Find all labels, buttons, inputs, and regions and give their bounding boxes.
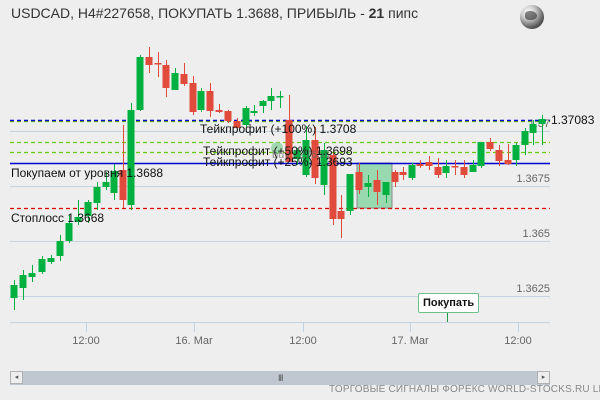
x-tick-label: 12:00: [72, 335, 100, 347]
x-tick-label: 17. Mar: [391, 335, 429, 347]
candle: [38, 256, 46, 274]
y-tick-label: 1.3675: [516, 173, 550, 185]
x-tick-label: 12:00: [289, 335, 317, 347]
candle: [93, 182, 101, 210]
candle: [189, 76, 197, 115]
candle: [206, 83, 214, 117]
stoploss-label: Стоплосс 1.3668: [11, 211, 104, 225]
candle: [224, 110, 232, 123]
candle: [276, 91, 284, 108]
candle: [416, 160, 424, 168]
candle: [460, 160, 468, 178]
candle: [154, 52, 162, 77]
scroll-left-button[interactable]: ◂: [10, 371, 23, 384]
watermark-dot: [271, 142, 283, 154]
globe-icon[interactable]: [520, 5, 544, 29]
candle: [242, 106, 250, 128]
candle: [10, 280, 18, 310]
candle: [28, 265, 36, 282]
candle: [346, 174, 354, 215]
candle: [171, 68, 179, 90]
candle: [355, 163, 363, 194]
y-tick-label: 1.365: [522, 228, 550, 240]
chart-title: USDCAD, H4#227658, ПОКУПАТЬ 1.3688, ПРИБ…: [11, 5, 418, 21]
candle: [19, 270, 27, 300]
candle: [233, 118, 241, 128]
candle: [127, 103, 135, 210]
horizontal-scrollbar[interactable]: ◂ III ▸: [10, 371, 550, 385]
candle: [320, 143, 328, 195]
scroll-right-button[interactable]: ▸: [537, 371, 550, 384]
takeprofit-25-label: Тейкпрофит (+25%) 1.3693: [203, 155, 353, 169]
candle: [65, 215, 73, 243]
candle: [538, 115, 546, 145]
candle: [56, 235, 64, 261]
candle: [382, 182, 390, 203]
candle: [477, 142, 485, 168]
entry-label: Покупаем от уровня 1.3688: [11, 166, 163, 180]
candle: [512, 143, 520, 166]
candle: [259, 100, 267, 113]
candle: [337, 195, 345, 238]
current-price-label: 1.37083: [551, 113, 595, 127]
candle: [293, 148, 301, 165]
candle: [215, 104, 223, 113]
buy-signal-flag: Покупать: [418, 293, 480, 313]
candle: [391, 170, 399, 187]
candle: [267, 88, 275, 110]
candle: [180, 63, 188, 86]
candle: [311, 127, 319, 184]
x-tick-label: 16. Mar: [175, 335, 213, 347]
scroll-grip-icon[interactable]: III: [278, 373, 283, 383]
y-tick-label: 1.3625: [516, 283, 550, 295]
takeprofit-50-label: Тейкпрофит (+50%) 1.3698: [203, 144, 353, 158]
candle: [329, 153, 337, 225]
candle: [434, 158, 442, 178]
footer-credit: ТОРГОВЫЕ СИГНАЛЫ ФОРЕКС WORLD-STOCKS.RU …: [329, 384, 600, 395]
candle: [364, 175, 372, 197]
candle: [285, 95, 293, 162]
candle: [110, 164, 118, 200]
candle: [102, 172, 110, 190]
candle: [495, 145, 503, 166]
candle: [373, 170, 381, 205]
candle: [469, 160, 477, 172]
takeprofit-100-label: Тейкпрофит (+100%) 1.3708: [200, 122, 357, 136]
candle: [521, 128, 529, 155]
candle: [451, 160, 459, 175]
candle: [74, 200, 82, 225]
candle: [47, 255, 55, 264]
candle: [486, 138, 494, 151]
candle: [302, 126, 310, 177]
candle: [197, 88, 205, 112]
candle: [399, 167, 407, 180]
watermark-text: buy 227658: [272, 149, 330, 161]
candle: [504, 144, 512, 165]
profit-unit: пипс: [384, 5, 419, 21]
candle: [408, 163, 416, 180]
candle: [442, 160, 450, 178]
x-tick-label: 12:00: [504, 335, 532, 347]
candle: [162, 60, 170, 97]
title-main: USDCAD, H4#227658, ПОКУПАТЬ 1.3688, ПРИБ…: [11, 5, 369, 21]
candle: [145, 47, 153, 73]
candle: [136, 55, 144, 111]
candle: [119, 125, 127, 208]
candle: [84, 200, 92, 223]
candle: [425, 156, 433, 170]
candle: [529, 120, 537, 145]
profit-value: 21: [368, 5, 385, 21]
candle: [250, 105, 258, 116]
